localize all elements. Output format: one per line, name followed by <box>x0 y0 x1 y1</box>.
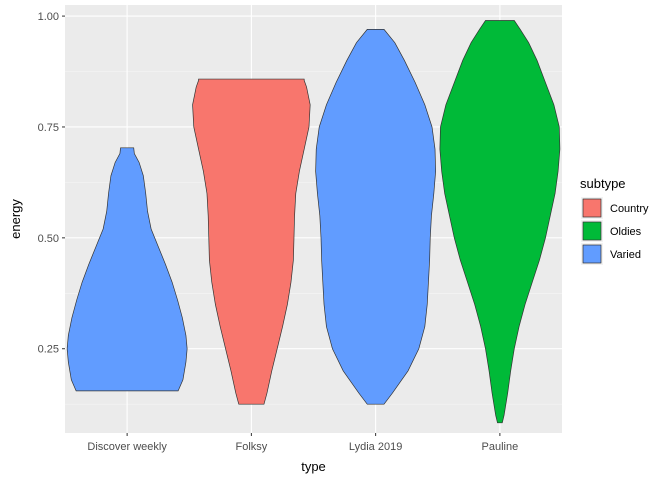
y-axis-title: energy <box>8 199 23 239</box>
x-tick-label: Pauline <box>482 441 519 453</box>
x-tick-label: Discover weekly <box>87 441 167 453</box>
legend-swatch-country <box>582 198 602 218</box>
y-tick-label: 0.50 <box>38 233 59 245</box>
legend-swatch-oldies <box>582 221 602 241</box>
legend-label-varied: Varied <box>610 249 641 261</box>
legend-title: subtype <box>580 176 626 191</box>
legend-label-country: Country <box>610 203 649 215</box>
violin-discover-weekly <box>66 147 188 392</box>
legend-swatch-varied <box>582 244 602 264</box>
x-tick-label: Folksy <box>235 441 267 453</box>
legend: subtype Country Oldies Varied <box>580 176 649 265</box>
violins <box>66 20 561 424</box>
x-axis-ticks: Discover weekly Folksy Lydia 2019 Pauline <box>87 433 518 453</box>
y-tick-label: 0.75 <box>38 122 59 134</box>
y-axis-ticks: 0.25 0.50 0.75 1.00 <box>38 11 65 356</box>
violin-folksy <box>192 78 311 405</box>
legend-items: Country Oldies Varied <box>581 197 649 265</box>
x-axis-title: type <box>301 459 326 474</box>
x-tick-label: Lydia 2019 <box>349 441 402 453</box>
legend-label-oldies: Oldies <box>610 226 642 238</box>
violin-lydia-2019 <box>315 29 436 405</box>
violin-pauline <box>439 20 561 424</box>
y-tick-label: 0.25 <box>38 344 59 356</box>
y-tick-label: 1.00 <box>38 11 59 23</box>
